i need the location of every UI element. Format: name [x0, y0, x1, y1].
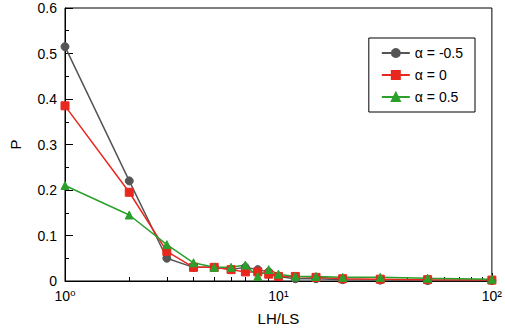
svg-text:0.3: 0.3: [38, 137, 58, 153]
svg-text:0.4: 0.4: [38, 91, 58, 107]
svg-text:P: P: [7, 139, 24, 149]
svg-text:0.2: 0.2: [38, 182, 58, 198]
svg-text:0: 0: [49, 273, 57, 289]
svg-text:10²: 10²: [482, 288, 503, 304]
svg-text:α = -0.5: α = -0.5: [415, 45, 463, 61]
svg-text:10¹: 10¹: [268, 288, 289, 304]
svg-text:0.5: 0.5: [38, 46, 58, 62]
svg-text:0.6: 0.6: [38, 0, 58, 16]
svg-text:LH/LS: LH/LS: [258, 310, 300, 327]
svg-text:10⁰: 10⁰: [54, 288, 76, 304]
svg-text:α = 0.5: α = 0.5: [415, 89, 459, 105]
svg-text:α = 0: α = 0: [415, 67, 447, 83]
svg-text:0.1: 0.1: [38, 228, 58, 244]
